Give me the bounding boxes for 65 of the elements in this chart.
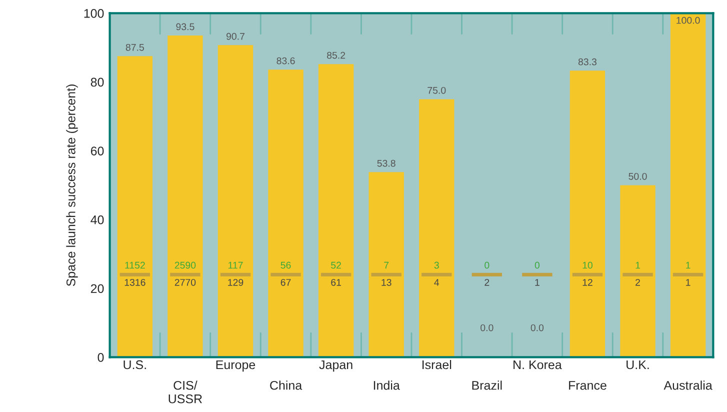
bar [570,70,606,358]
x-tick-label: Australia [664,380,712,390]
bar [670,13,706,358]
data-label: 93.5 [176,23,194,30]
bar [419,99,454,358]
annotation: 7 [384,262,389,269]
annotation: 2 [484,278,490,286]
annotation: 67 [280,278,291,286]
annotation: 1152 [125,262,145,269]
data-label: 0.0 [480,324,494,332]
x-tick-label: China [270,380,302,390]
bar [268,70,304,358]
annotation: 129 [228,278,244,286]
annotation: 2 [636,278,640,286]
x-tick-label: U.S. [124,360,146,370]
annotation: 4 [434,279,440,286]
annotation: 61 [331,278,341,286]
y-tick-label: 20 [90,284,104,294]
data-label: 100.0 [676,16,700,24]
bar [620,185,656,358]
x-tick-label: Brazil [472,380,502,390]
annotation: 2590 [174,262,196,269]
annotation: 10 [582,262,593,269]
bar [218,45,254,358]
annotation: 0 [484,262,490,269]
x-tick-label: U.K. [626,360,649,370]
data-label: 50.0 [628,172,647,180]
data-label: 87.5 [126,44,144,51]
data-label: 75.0 [428,86,446,94]
annotation: 3 [434,262,439,269]
annotation: 1 [636,262,640,269]
annotation: 1 [686,279,690,286]
annotation: 1 [535,279,540,286]
x-tick-label: CIS/ USSR [168,380,202,404]
bar [168,36,203,358]
bar [368,172,404,358]
y-tick-label: 60 [90,146,104,156]
data-label: 90.7 [226,32,244,40]
annotation: 117 [228,262,243,269]
y-tick-label: 40 [90,215,104,224]
x-tick-label: France [569,381,606,390]
y-tick-label: 80 [90,78,104,87]
annotation: 1316 [124,278,146,286]
x-tick-label: N. Korea [514,360,562,370]
x-tick-label: Japan [319,360,352,372]
x-tick-label: India [374,380,400,390]
data-label: 53.8 [377,160,396,167]
data-label: 83.3 [578,58,597,66]
x-tick-label: Europe [216,360,256,372]
annotation: 13 [382,278,392,286]
y-tick-label: 0 [98,353,104,362]
annotation: 52 [331,262,341,269]
data-label: 85.2 [327,52,346,59]
annotation: 1 [686,262,690,269]
data-label: 83.6 [276,57,295,64]
data-label: 0.0 [530,324,544,332]
x-tick-label: Israel [422,360,452,370]
annotation: 2770 [174,278,196,286]
bar [318,64,354,358]
bar [117,56,153,358]
annotation: 12 [582,278,592,286]
annotation: 0 [534,262,540,269]
annotation: 56 [280,262,291,269]
y-tick-label: 100 [84,8,104,18]
y-axis-title: Space launch success rate (percent) [66,84,78,286]
